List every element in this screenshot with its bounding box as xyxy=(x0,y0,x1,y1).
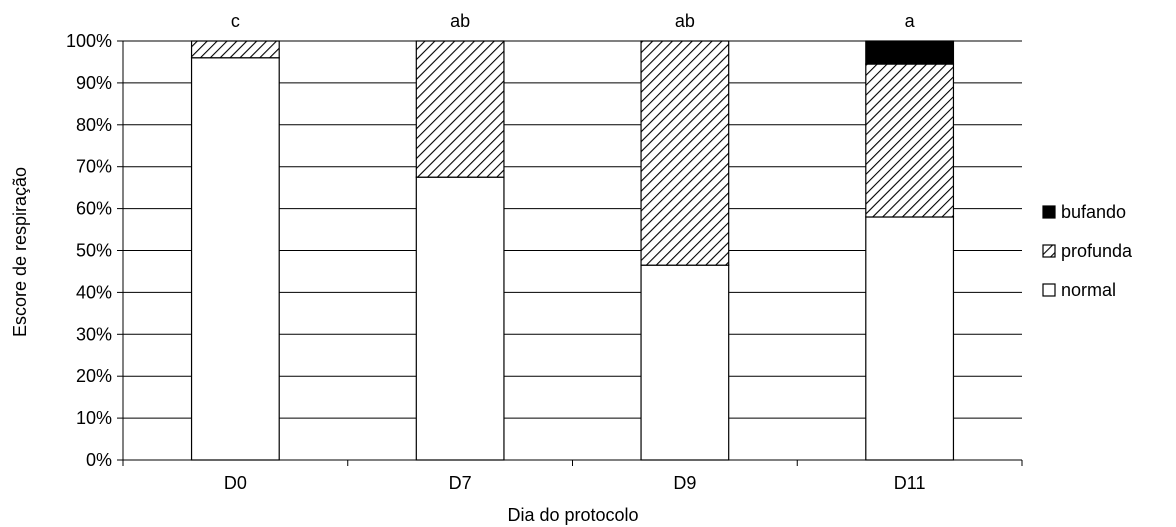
bar-profunda-d11 xyxy=(865,63,955,218)
x-tick-labels: D0 D7 D9 D11 xyxy=(224,473,926,493)
x-tick-label: D0 xyxy=(224,473,247,493)
y-tick-label: 70% xyxy=(76,157,112,177)
legend-swatch-profunda xyxy=(1042,244,1056,258)
bar-normal-d9 xyxy=(640,264,730,461)
y-tick-label: 20% xyxy=(76,366,112,386)
legend-swatch-bufando xyxy=(1042,205,1056,219)
y-tick-labels: 0% 10% 20% 30% 40% 50% 60% 70% 80% 90% 100% xyxy=(66,31,112,470)
bar-normal-d11 xyxy=(865,216,955,461)
bar-normal-d0 xyxy=(190,57,280,461)
y-tick-label: 90% xyxy=(76,73,112,93)
bar-profunda-d0 xyxy=(190,40,280,59)
y-tick-label: 80% xyxy=(76,115,112,135)
legend: bufando profunda normal xyxy=(1042,202,1133,300)
y-tick-label: 0% xyxy=(86,450,112,470)
y-tick-label: 10% xyxy=(76,408,112,428)
bar-profunda-d9 xyxy=(640,40,730,266)
bar-profunda-d7 xyxy=(415,40,505,178)
x-axis-title: Dia do protocolo xyxy=(507,505,638,525)
bar-bufando-d11 xyxy=(865,40,955,65)
y-tick-label: 40% xyxy=(76,282,112,302)
axes xyxy=(117,40,1023,466)
significance-letter: a xyxy=(905,11,916,31)
significance-letters: c ab ab a xyxy=(231,11,916,31)
y-axis-title: Escore de respiração xyxy=(10,167,30,337)
legend-label-bufando: bufando xyxy=(1061,202,1126,222)
y-tick-label: 100% xyxy=(66,31,112,51)
significance-letter: c xyxy=(231,11,240,31)
y-tick-label: 50% xyxy=(76,241,112,261)
x-tick-label: D11 xyxy=(894,473,926,493)
legend-swatch-normal xyxy=(1042,283,1056,297)
legend-label-normal: normal xyxy=(1061,280,1116,300)
bars xyxy=(190,40,955,461)
bar-normal-d7 xyxy=(415,176,505,461)
x-tick-label: D7 xyxy=(449,473,472,493)
legend-label-profunda: profunda xyxy=(1061,241,1133,261)
significance-letter: ab xyxy=(675,11,695,31)
x-tick-label: D9 xyxy=(673,473,696,493)
significance-letter: ab xyxy=(450,11,470,31)
y-tick-label: 60% xyxy=(76,199,112,219)
y-tick-label: 30% xyxy=(76,324,112,344)
